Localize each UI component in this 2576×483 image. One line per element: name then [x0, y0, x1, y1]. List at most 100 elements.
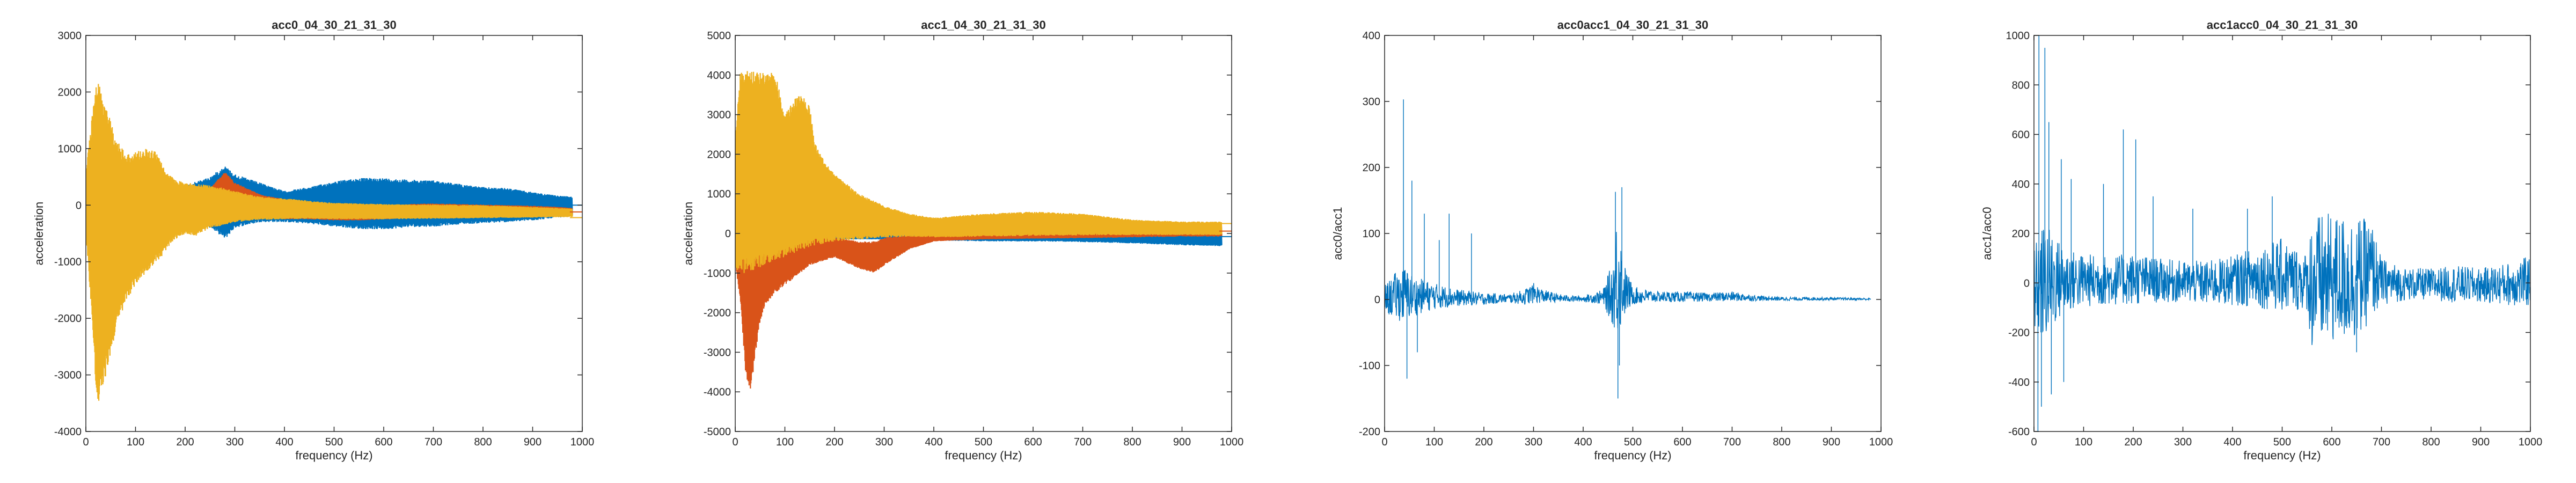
x-tick-label: 600 — [375, 436, 392, 448]
plot-area: 0 100 200 300 400 500 600 700 800 900 1000 -4000 -30… — [54, 30, 594, 448]
y-tick-label: 0 — [76, 200, 82, 211]
y-axis-label: acc1/acc0 — [1980, 207, 1994, 260]
x-tick-label: 400 — [2223, 436, 2241, 448]
x-tick-label: 500 — [325, 436, 343, 448]
x-tick-label: 300 — [2174, 436, 2192, 448]
plot-area: 0 100 200 300 400 500 600 700 800 900 1000-200-100… — [1359, 30, 1893, 448]
data-layer — [86, 84, 582, 401]
x-tick-label: 700 — [1074, 436, 1092, 448]
chart-acc1acc0: 0 100 200 300 400 500 600 700 800 900 1000 -600 -400… — [1980, 18, 2542, 462]
x-tick-label: 800 — [1123, 436, 1141, 448]
x-tick-label: 800 — [2422, 436, 2440, 448]
data-layer — [2034, 35, 2530, 431]
y-tick-label: 1000 — [707, 188, 731, 200]
signal-trace — [2034, 214, 2530, 345]
y-tick-label: -200 — [2008, 327, 2030, 339]
x-tick-label: 100 — [776, 436, 794, 448]
y-tick-label: 400 — [1363, 30, 1380, 42]
y-tick-label: -3000 — [54, 370, 82, 382]
chart-title: acc0_04_30_21_31_30 — [272, 18, 396, 32]
x-tick-label: 700 — [1723, 436, 1741, 448]
data-layer — [735, 71, 1232, 389]
x-tick-label: 100 — [127, 436, 144, 448]
y-tick-label: 2000 — [58, 86, 82, 98]
y-tick-label: 3000 — [58, 30, 82, 42]
y-tick-label: -100 — [1359, 360, 1380, 372]
x-tick-label: 500 — [2273, 436, 2291, 448]
x-tick-label: 400 — [1574, 436, 1592, 448]
x-tick-label: 200 — [2124, 436, 2142, 448]
y-tick-label: 3000 — [707, 109, 731, 121]
x-tick-label: 0 — [732, 436, 738, 448]
x-tick-label: 1000 — [1220, 436, 1244, 448]
x-tick-label: 0 — [83, 436, 89, 448]
y-tick-label: 400 — [2012, 179, 2030, 191]
x-tick-label: 1000 — [1869, 436, 1893, 448]
y-tick-label: -400 — [2008, 377, 2030, 389]
y-tick-label: 600 — [2012, 129, 2030, 141]
chart-acc0: 0 100 200 300 400 500 600 700 800 900 1000 -4000 -30… — [32, 18, 594, 462]
data-layer — [1385, 99, 1871, 399]
chart-title: acc1acc0_04_30_21_31_30 — [2207, 18, 2358, 32]
x-tick-label: 900 — [2472, 436, 2490, 448]
x-tick-label: 200 — [176, 436, 194, 448]
series-trace-2 — [735, 71, 1223, 273]
x-tick-label: 300 — [1525, 436, 1542, 448]
y-tick-label: -5000 — [704, 426, 731, 438]
x-tick-label: 500 — [975, 436, 992, 448]
chart-acc0acc1: 0 100 200 300 400 500 600 700 800 900 1000-200-100… — [1331, 18, 1893, 462]
y-tick-label: -4000 — [54, 426, 82, 438]
y-tick-label: 100 — [1363, 228, 1380, 240]
x-axis-label: frequency (Hz) — [295, 449, 372, 462]
y-tick-label: 4000 — [707, 70, 731, 82]
signal-trace — [1385, 232, 1871, 328]
y-tick-label: -4000 — [704, 386, 731, 398]
y-tick-label: 300 — [1363, 96, 1380, 108]
x-tick-label: 600 — [2323, 436, 2340, 448]
plot-area: 0 100 200 300 400 500 600 700 800 900 1000 -5000 -40… — [704, 30, 1243, 448]
x-axis-label: frequency (Hz) — [945, 449, 1022, 462]
y-tick-label: -2000 — [54, 313, 82, 325]
y-axis-label: acceleration — [32, 202, 46, 266]
plot-area: 0 100 200 300 400 500 600 700 800 900 1000 -600 -400… — [2006, 30, 2543, 448]
y-tick-label: -3000 — [704, 347, 731, 358]
y-axis-label: acc0/acc1 — [1331, 207, 1344, 260]
chart-title: acc1_04_30_21_31_30 — [921, 18, 1045, 32]
y-tick-label: 200 — [1363, 162, 1380, 174]
x-tick-label: 1000 — [2519, 436, 2543, 448]
x-axis-label: frequency (Hz) — [2243, 449, 2321, 462]
y-tick-label: -600 — [2008, 426, 2030, 438]
y-tick-label: 1000 — [58, 143, 82, 155]
x-tick-label: 900 — [1823, 436, 1840, 448]
x-tick-label: 200 — [1475, 436, 1492, 448]
y-tick-label: 5000 — [707, 30, 731, 42]
x-tick-label: 600 — [1673, 436, 1691, 448]
y-tick-label: 1000 — [2006, 30, 2030, 42]
chart-title: acc0acc1_04_30_21_31_30 — [1557, 18, 1708, 32]
y-tick-label: -1000 — [54, 257, 82, 268]
x-tick-label: 800 — [474, 436, 492, 448]
x-tick-label: 200 — [825, 436, 843, 448]
x-tick-label: 400 — [275, 436, 293, 448]
series-trace-2 — [86, 84, 573, 401]
x-tick-label: 600 — [1024, 436, 1042, 448]
x-tick-label: 100 — [1425, 436, 1443, 448]
y-tick-label: -1000 — [704, 268, 731, 280]
x-tick-label: 700 — [425, 436, 442, 448]
x-tick-label: 0 — [1381, 436, 1387, 448]
y-tick-label: 0 — [2024, 277, 2030, 289]
x-tick-label: 500 — [1624, 436, 1642, 448]
chart-acc1: 0 100 200 300 400 500 600 700 800 900 1000 -5000 -40… — [682, 18, 1243, 462]
x-axis-label: frequency (Hz) — [1594, 449, 1671, 462]
y-tick-label: -2000 — [704, 308, 731, 319]
y-tick-label: 0 — [725, 228, 731, 240]
x-tick-label: 300 — [226, 436, 244, 448]
y-tick-label: 2000 — [707, 149, 731, 160]
y-tick-label: 800 — [2012, 79, 2030, 91]
x-tick-label: 700 — [2373, 436, 2390, 448]
x-tick-label: 800 — [1773, 436, 1790, 448]
x-tick-label: 900 — [524, 436, 541, 448]
y-tick-label: 200 — [2012, 228, 2030, 240]
